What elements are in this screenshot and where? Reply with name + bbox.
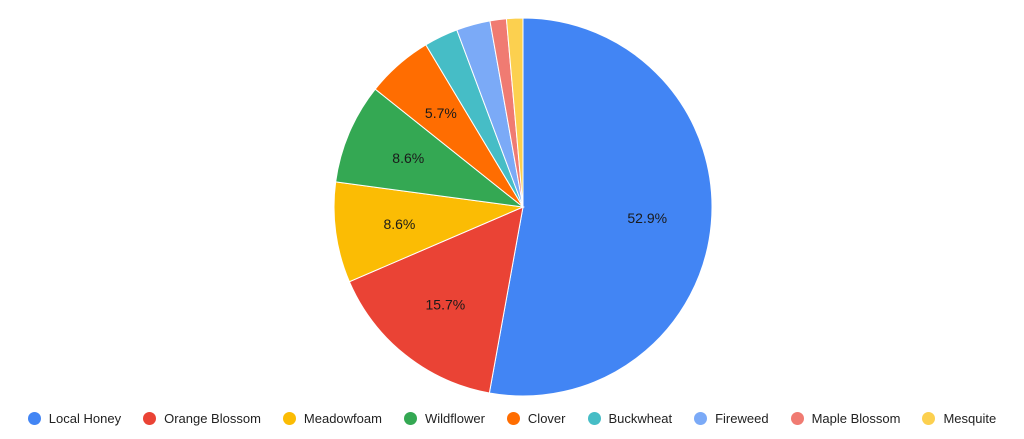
legend-item-mesquite[interactable]: Mesquite [922,411,996,426]
legend-swatch [506,411,520,425]
legend-label: Wildflower [424,410,485,426]
pie-slice-orange-blossom[interactable] [348,206,524,394]
slice-label-clover: 5.7% [425,105,457,121]
slice-label-wildflower: 8.6% [392,150,424,166]
legend-swatch [143,411,157,425]
legend-label: Meadowfoam [303,410,382,426]
legend-label: Local Honey [48,410,122,426]
legend-label: Maple Blossom [811,410,901,426]
legend-item-buckwheat[interactable]: Buckwheat [587,410,673,426]
legend-item-fireweed[interactable]: Fireweed [694,410,769,426]
legend-swatch [27,411,41,425]
pie-svg: 52.9% 15.7% 8.6% 8.6% 5.7% [333,17,713,397]
chart-legend: Local Honey Orange Blossom Meadowfoam Wildf… [0,406,1024,430]
legend-swatch [694,411,708,425]
legend-label: Buckwheat [608,410,673,426]
legend-label: Fireweed [715,410,769,426]
legend-item-wildflower[interactable]: Wildflower [403,410,485,426]
slice-label-meadowfoam: 8.6% [383,216,415,232]
legend-item-clover[interactable]: Clover [506,410,566,426]
legend-label: Mesquite [943,410,997,426]
legend-label: Clover [527,410,566,426]
legend-label: Orange Blossom [164,410,261,426]
pie-slice-mesquite[interactable] [505,17,524,208]
pie-slice-local-honey[interactable] [488,17,713,397]
pie-slice-wildflower[interactable] [335,88,525,208]
legend-swatch [587,411,601,425]
legend-swatch [922,411,936,425]
legend-swatch [282,411,296,425]
slice-label-orange-blossom: 15.7% [426,297,466,313]
legend-swatch [403,411,417,425]
legend-swatch [790,411,804,425]
slice-label-local-honey: 52.9% [627,210,667,226]
pie-slice-meadowfoam[interactable] [333,181,525,283]
legend-item-orange-blossom[interactable]: Orange Blossom [143,411,261,426]
legend-item-meadowfoam[interactable]: Meadowfoam [282,410,382,426]
legend-item-maple-blossom[interactable]: Maple Blossom [790,410,901,426]
legend-item-local-honey[interactable]: Local Honey [27,410,122,426]
